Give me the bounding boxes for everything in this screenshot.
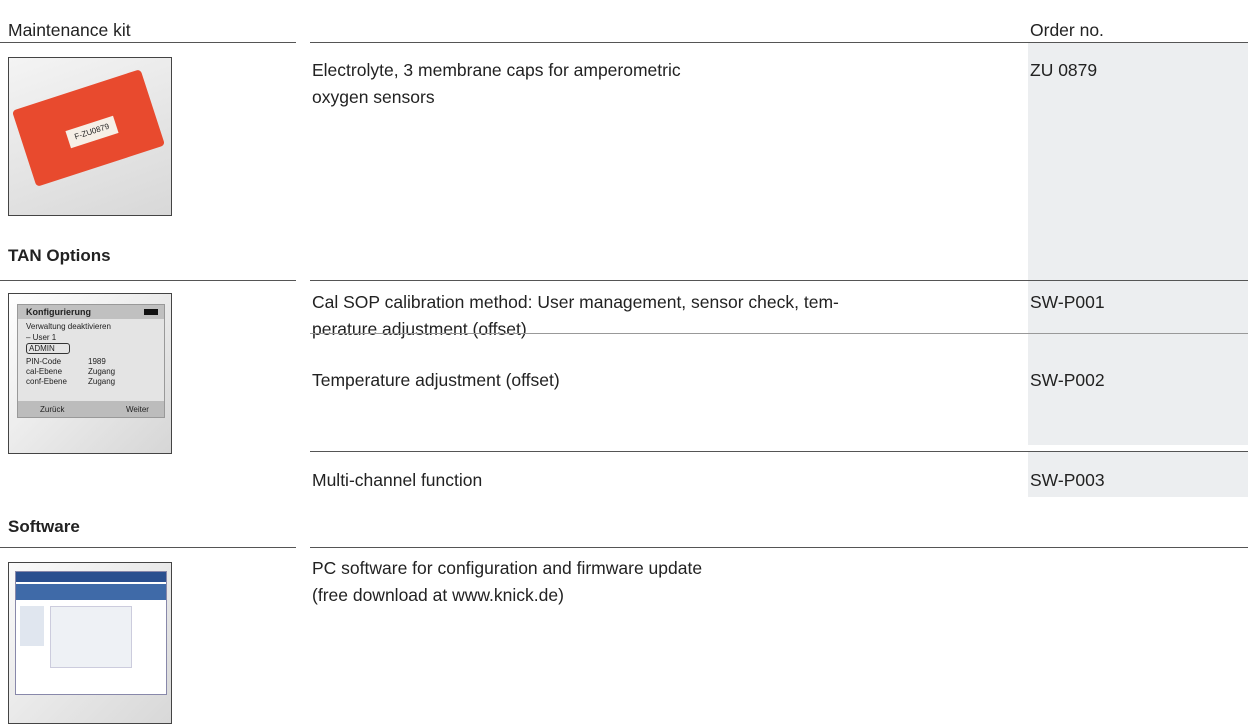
item-text: PC software for configuration and firmwa… — [312, 558, 703, 578]
screen-value: Zugang — [88, 367, 116, 376]
screen-field: conf-Ebene — [26, 377, 67, 386]
order-no: SW-P003 — [1030, 470, 1105, 490]
screen-image: Konfigurierung Verwaltung deaktivieren –… — [8, 293, 172, 454]
item-text: perature adjustment (offset) — [312, 319, 527, 339]
order-no: ZU 0879 — [1030, 60, 1098, 80]
header-right: Order no. — [1030, 20, 1104, 40]
order-column-bg — [1028, 43, 1248, 445]
rule — [310, 547, 1248, 548]
section-title: TAN Options — [8, 246, 111, 265]
item-text: Electrolyte, 3 membrane caps for amperom… — [312, 60, 681, 80]
item-text: Multi-channel function — [312, 470, 483, 490]
item-text: Temperature adjustment (offset) — [312, 370, 560, 390]
product-image: F-ZU0879 — [8, 57, 172, 216]
screen-title: Konfigurierung — [26, 307, 91, 317]
order-no: SW-P002 — [1030, 370, 1105, 390]
screen-value: 1989 — [88, 357, 106, 366]
software-image — [8, 562, 172, 724]
rule — [310, 333, 1248, 334]
screen-button: Zurück — [40, 405, 65, 414]
section-title: Software — [8, 517, 80, 536]
rule — [0, 280, 296, 281]
screen-field: PIN-Code — [26, 357, 62, 366]
item-text: (free download at www.knick.de) — [312, 585, 564, 605]
item-text: Cal SOP calibration method: User managem… — [312, 292, 839, 312]
screen-field: cal-Ebene — [26, 367, 63, 376]
rule — [310, 451, 1248, 452]
rule — [0, 547, 296, 548]
screen-value: Zugang — [88, 377, 116, 386]
screen-button: Weiter — [126, 405, 149, 414]
order-no: SW-P001 — [1030, 292, 1105, 312]
item-text: oxygen sensors — [312, 87, 435, 107]
screen-row: ADMIN — [26, 343, 70, 354]
rule — [310, 42, 1248, 43]
rule — [0, 42, 296, 43]
rule — [310, 280, 1248, 281]
order-column-bg — [1028, 452, 1248, 497]
screen-row: – User 1 — [26, 333, 57, 342]
header-left: Maintenance kit — [8, 20, 131, 40]
screen-row: Verwaltung deaktivieren — [26, 322, 111, 331]
